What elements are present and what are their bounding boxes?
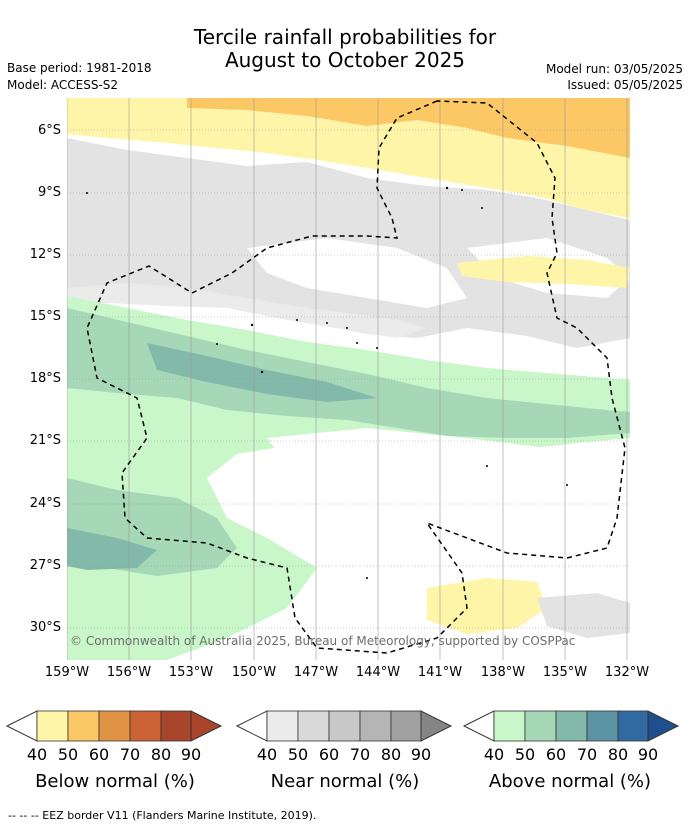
- eez-border-legend: -- -- -- EEZ border V11 (Flanders Marine…: [8, 809, 317, 822]
- below-normal-region-north-50: [187, 98, 630, 158]
- lon-label-135w: 135°W: [542, 665, 588, 680]
- lon-label-150w: 150°W: [231, 665, 277, 680]
- cb1-tick-80: 80: [150, 745, 172, 764]
- below-normal-spot-south: [427, 578, 547, 634]
- cb3-tick-70: 70: [576, 745, 598, 764]
- cb3-tick-80: 80: [607, 745, 629, 764]
- lat-label-15s: 15°S: [29, 309, 61, 324]
- cb1-tick-90: 90: [180, 745, 202, 764]
- model-name: Model: ACCESS-S2: [7, 78, 119, 92]
- map-title-line2: August to October 2025: [224, 48, 466, 72]
- model-run: Model run: 03/05/2025: [545, 62, 683, 76]
- lat-label-18s: 18°S: [29, 371, 61, 386]
- colorbar-label-near-normal: Near normal (%): [270, 771, 420, 792]
- above-normal-region-southwest-60: [67, 528, 157, 570]
- colorbar-above-normal: [462, 710, 682, 742]
- map-canvas: [67, 98, 630, 660]
- islands: [86, 186, 568, 579]
- lat-label-9s: 9°S: [37, 185, 61, 200]
- lon-label-132w: 132°W: [604, 665, 650, 680]
- cb1-tick-50: 50: [57, 745, 79, 764]
- lat-label-30s: 30°S: [29, 620, 61, 635]
- rainfall-probability-map: [67, 98, 630, 660]
- cb3-tick-40: 40: [483, 745, 505, 764]
- above-normal-region-50: [67, 308, 630, 438]
- cb3-tick-50: 50: [514, 745, 536, 764]
- lon-label-159w: 159°W: [44, 665, 90, 680]
- copyright-notice: © Commonwealth of Australia 2025, Bureau…: [70, 634, 576, 648]
- lat-label-6s: 6°S: [37, 123, 61, 138]
- issued-date: Issued: 05/05/2025: [567, 78, 683, 92]
- cb2-tick-70: 70: [349, 745, 371, 764]
- white-patch-central: [247, 238, 467, 308]
- lon-label-153w: 153°W: [168, 665, 214, 680]
- cb2-tick-40: 40: [256, 745, 278, 764]
- lon-label-156w: 156°W: [106, 665, 152, 680]
- cb3-tick-90: 90: [637, 745, 659, 764]
- below-normal-spot-east: [457, 256, 630, 288]
- lat-label-24s: 24°S: [29, 496, 61, 511]
- lon-label-141w: 141°W: [417, 665, 463, 680]
- cb2-tick-50: 50: [287, 745, 309, 764]
- cb2-tick-80: 80: [380, 745, 402, 764]
- cb2-tick-60: 60: [318, 745, 340, 764]
- graticule-meridians: [67, 98, 628, 660]
- base-period: Base period: 1981-2018: [7, 61, 152, 75]
- lat-label-27s: 27°S: [29, 558, 61, 573]
- cb1-tick-70: 70: [119, 745, 141, 764]
- graticule: [67, 129, 630, 629]
- colorbar-below-normal: [5, 710, 225, 742]
- cb1-tick-60: 60: [88, 745, 110, 764]
- cb3-tick-60: 60: [545, 745, 567, 764]
- colorbar-label-below-normal: Below normal (%): [35, 771, 195, 792]
- lat-label-21s: 21°S: [29, 433, 61, 448]
- lon-label-138w: 138°W: [480, 665, 526, 680]
- lon-label-144w: 144°W: [355, 665, 401, 680]
- eez-border: [86, 100, 626, 654]
- lat-label-12s: 12°S: [29, 247, 61, 262]
- colorbar-label-above-normal: Above normal (%): [488, 771, 652, 792]
- colorbar-near-normal: [235, 710, 455, 742]
- cb1-tick-40: 40: [26, 745, 48, 764]
- cb2-tick-90: 90: [410, 745, 432, 764]
- lon-label-147w: 147°W: [293, 665, 339, 680]
- near-normal-region-lower: [67, 283, 427, 338]
- map-title-line1: Tercile rainfall probabilities for: [193, 25, 497, 49]
- near-normal-spot-south: [537, 593, 630, 638]
